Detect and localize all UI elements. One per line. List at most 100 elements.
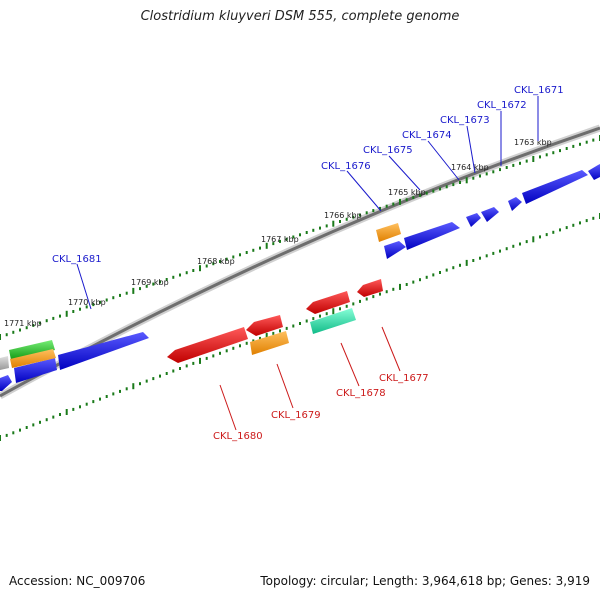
kbp-minor-tick xyxy=(545,233,548,237)
kbp-minor-tick xyxy=(385,204,388,208)
kbp-minor-tick xyxy=(292,324,295,328)
kbp-major-tick xyxy=(532,236,535,243)
kbp-minor-tick xyxy=(152,282,155,286)
gene-label-ckl-1673: CKL_1673 xyxy=(440,115,490,126)
gene-arrow-teal xyxy=(310,308,356,334)
kbp-minor-tick xyxy=(39,420,41,424)
kbp-minor-tick xyxy=(279,329,281,333)
kbp-minor-tick xyxy=(99,300,101,304)
kbp-minor-tick xyxy=(519,161,521,165)
kbp-minor-tick xyxy=(425,191,428,195)
kbp-minor-tick xyxy=(185,271,188,275)
kbp-label: 1769 kbp xyxy=(131,278,169,287)
kbp-minor-tick xyxy=(412,196,415,200)
kbp-minor-tick xyxy=(252,339,255,343)
kbp-minor-tick xyxy=(112,296,115,300)
kbp-minor-tick xyxy=(419,193,421,197)
gene-arrow-blue xyxy=(522,170,588,204)
kbp-major-tick xyxy=(0,334,1,340)
gene-arrow-orange xyxy=(10,349,56,368)
kbp-minor-tick xyxy=(459,181,461,184)
kbp-minor-tick xyxy=(212,354,215,358)
kbp-minor-tick xyxy=(359,299,361,303)
kbp-minor-tick xyxy=(452,183,455,187)
kbp-minor-tick xyxy=(565,226,568,230)
kbp-minor-tick xyxy=(205,356,208,360)
gene-arrow-blue xyxy=(384,241,406,259)
kbp-label: 1770 kbp xyxy=(68,298,106,307)
gene-arrow-grey xyxy=(0,356,9,370)
kbp-minor-tick xyxy=(85,305,88,309)
kbp-minor-tick xyxy=(185,364,188,368)
kbp-minor-tick xyxy=(479,174,481,178)
kbp-minor-tick xyxy=(439,187,441,191)
kbp-minor-tick xyxy=(439,271,441,274)
kbp-minor-tick xyxy=(392,202,395,206)
kbp-minor-tick xyxy=(299,233,301,237)
kbp-major-tick xyxy=(332,220,335,227)
kbp-minor-tick xyxy=(12,431,15,435)
kbp-minor-tick xyxy=(432,273,435,277)
kbp-minor-tick xyxy=(372,295,375,299)
kbp-minor-tick xyxy=(232,346,235,350)
kbp-minor-tick xyxy=(232,255,235,259)
kbp-minor-tick xyxy=(105,298,108,302)
kbp-minor-tick xyxy=(72,310,75,313)
gene-arrow-green xyxy=(9,340,55,360)
kbp-minor-tick xyxy=(99,397,101,401)
gene-label-ckl-1671: CKL_1671 xyxy=(514,85,564,96)
kbp-minor-tick xyxy=(125,291,128,295)
kbp-minor-tick xyxy=(19,428,21,432)
gene-arrow-blue xyxy=(466,213,481,227)
kbp-minor-tick xyxy=(485,172,488,176)
kbp-major-tick xyxy=(0,435,1,441)
kbp-minor-tick xyxy=(585,140,588,144)
kbp-minor-tick xyxy=(559,228,561,232)
kbp-minor-tick xyxy=(505,166,508,169)
kbp-minor-tick xyxy=(252,248,255,252)
kbp-minor-tick xyxy=(259,336,261,340)
kbp-label: 1764 kbp xyxy=(451,163,489,172)
gene-label-ckl-1675: CKL_1675 xyxy=(363,145,413,156)
kbp-label: 1763 kbp xyxy=(514,138,552,147)
kbp-minor-tick xyxy=(472,259,475,262)
kbp-major-tick xyxy=(399,283,401,290)
kbp-major-tick xyxy=(399,198,401,205)
gene-arrow-blue xyxy=(14,358,57,383)
kbp-major-tick xyxy=(532,156,535,162)
kbp-minor-tick xyxy=(452,266,455,270)
kbp-minor-tick xyxy=(365,211,368,215)
kbp-major-tick xyxy=(65,409,68,415)
kbp-minor-tick xyxy=(79,405,81,409)
kbp-minor-tick xyxy=(225,349,228,353)
kbp-minor-tick xyxy=(379,292,381,296)
kbp-minor-tick xyxy=(45,418,48,422)
gene-arrow-blue xyxy=(58,332,149,370)
kbp-minor-tick xyxy=(192,361,195,365)
gene-label-ckl-1674: CKL_1674 xyxy=(402,130,452,141)
gene-label-ckl-1679: CKL_1679 xyxy=(271,410,321,421)
kbp-minor-tick xyxy=(419,278,421,282)
kbp-minor-tick xyxy=(345,304,348,308)
kbp-minor-tick xyxy=(72,407,75,411)
kbp-minor-tick xyxy=(385,290,388,294)
kbp-minor-tick xyxy=(359,213,361,217)
kbp-minor-tick xyxy=(505,247,508,251)
kbp-minor-tick xyxy=(79,307,81,311)
kbp-major-tick xyxy=(332,308,335,315)
gene-label-ckl-1677: CKL_1677 xyxy=(379,373,429,384)
kbp-major-tick xyxy=(199,265,201,272)
kbp-minor-tick xyxy=(539,235,541,239)
kbp-minor-tick xyxy=(172,369,175,373)
kbp-minor-tick xyxy=(285,326,288,330)
kbp-minor-tick xyxy=(112,392,115,396)
kbp-minor-tick xyxy=(12,330,15,334)
kbp-minor-tick xyxy=(545,153,548,157)
kbp-minor-tick xyxy=(145,284,148,288)
kbp-minor-tick xyxy=(379,206,381,210)
kbp-minor-tick xyxy=(5,333,8,337)
kbp-minor-tick xyxy=(352,215,355,219)
kbp-major-tick xyxy=(199,357,201,364)
kbp-minor-tick xyxy=(445,268,448,272)
